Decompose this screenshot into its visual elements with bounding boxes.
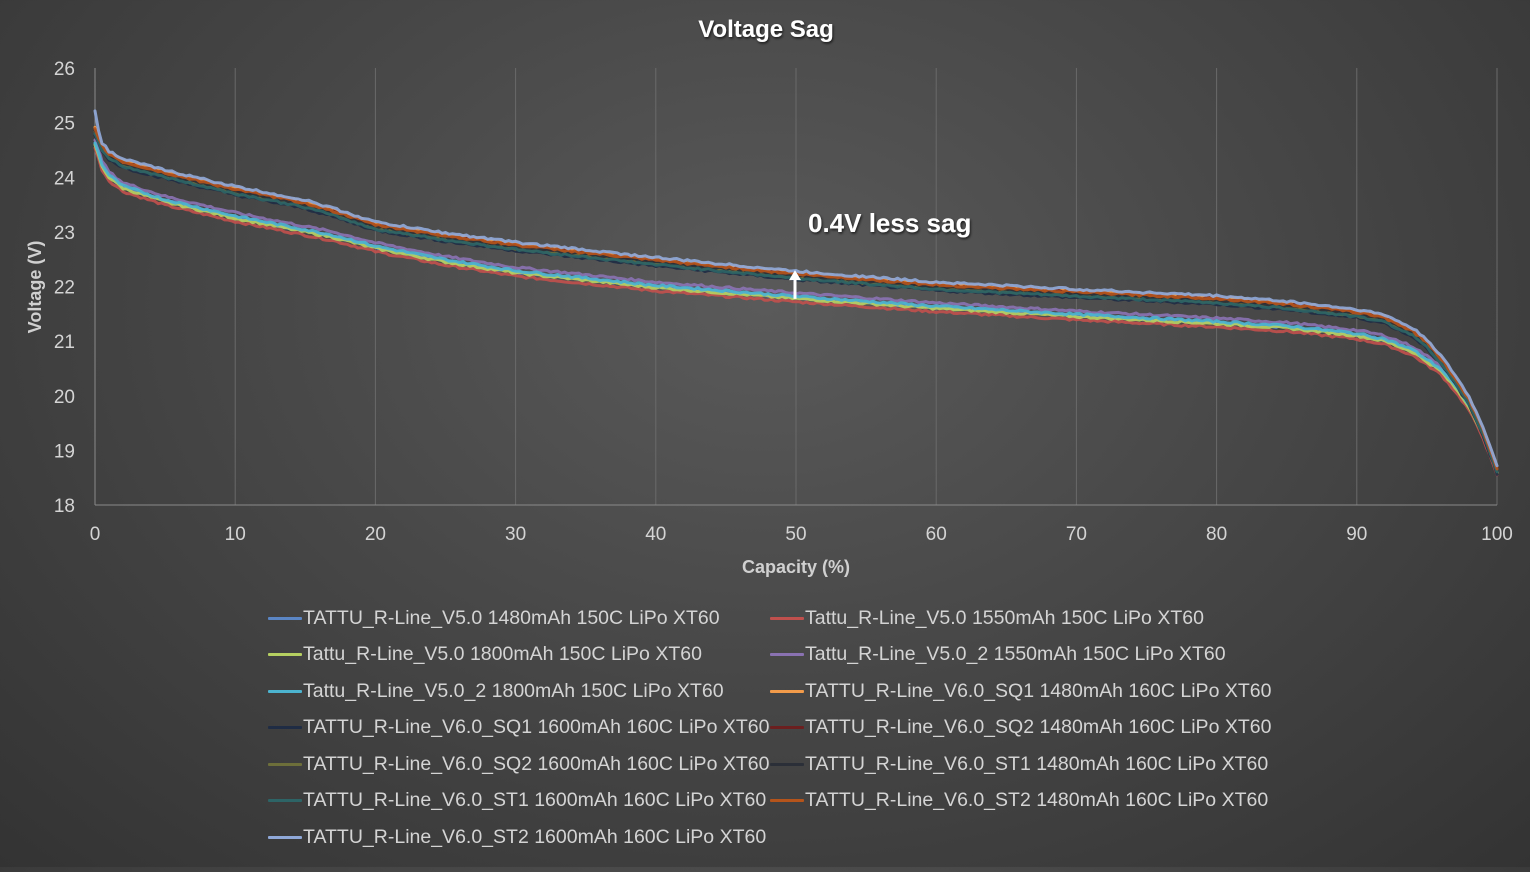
x-tick-label: 70 — [1066, 524, 1087, 545]
chart-title: Voltage Sag — [698, 16, 834, 43]
series-line — [93, 146, 1499, 477]
legend-item: TATTU_R-Line_V6.0_ST2 1600mAh 160C LiPo … — [268, 819, 770, 856]
legend-swatch — [268, 653, 302, 657]
legend-label: Tattu_R-Line_V5.0_2 1800mAh 150C LiPo XT… — [303, 679, 724, 702]
legend-item: TATTU_R-Line_V6.0_ST1 1480mAh 160C LiPo … — [770, 746, 1290, 783]
x-tick-label: 10 — [225, 524, 246, 545]
gridlines — [94, 68, 1498, 505]
legend-swatch — [770, 689, 804, 693]
x-tick-label: 20 — [365, 524, 386, 545]
x-tick-label: 80 — [1206, 524, 1227, 545]
legend-swatch — [268, 799, 302, 803]
y-tick-label: 18 — [54, 496, 75, 517]
legend-swatch — [770, 726, 804, 730]
legend-item: TATTU_R-Line_V6.0_ST2 1480mAh 160C LiPo … — [770, 783, 1290, 820]
legend-label: TATTU_R-Line_V6.0_SQ1 1600mAh 160C LiPo … — [303, 716, 770, 739]
legend-label: Tattu_R-Line_V5.0 1550mAh 150C LiPo XT60 — [805, 606, 1204, 629]
y-tick-label: 23 — [54, 223, 75, 244]
x-tick-label: 50 — [785, 524, 806, 545]
annotation-label: 0.4V less sag — [808, 208, 971, 238]
y-axis-label: Voltage (V) — [25, 241, 45, 334]
chart-legend: TATTU_R-Line_V5.0 1480mAh 150C LiPo XT60… — [268, 600, 1308, 856]
y-tick-label: 26 — [54, 59, 75, 80]
legend-swatch — [268, 835, 302, 839]
axes: 18 19 20 21 22 23 24 25 26 0 10 20 30 40 50 60 70 80 90 100 — [54, 59, 1513, 545]
legend-item: TATTU_R-Line_V6.0_SQ1 1480mAh 160C LiPo … — [770, 673, 1290, 710]
legend-label: TATTU_R-Line_V6.0_SQ1 1480mAh 160C LiPo … — [805, 679, 1272, 702]
legend-item: Tattu_R-Line_V5.0_2 1550mAh 150C LiPo XT… — [770, 637, 1290, 674]
legend-item: Tattu_R-Line_V5.0 1550mAh 150C LiPo XT60 — [770, 600, 1290, 637]
x-axis-label: Capacity (%) — [742, 557, 850, 577]
y-tick-label: 20 — [54, 387, 75, 408]
x-tick-label: 60 — [926, 524, 947, 545]
x-tick-label: 40 — [645, 524, 666, 545]
legend-swatch — [770, 799, 804, 803]
legend-swatch — [268, 726, 302, 730]
legend-swatch — [268, 762, 302, 766]
y-tick-label: 25 — [54, 114, 75, 135]
legend-swatch — [770, 653, 804, 657]
y-tick-label: 24 — [54, 168, 76, 189]
legend-swatch — [770, 762, 804, 766]
legend-label: TATTU_R-Line_V6.0_SQ2 1480mAh 160C LiPo … — [805, 716, 1272, 739]
x-tick-label: 100 — [1481, 524, 1513, 545]
legend-item: Tattu_R-Line_V5.0 1800mAh 150C LiPo XT60 — [268, 637, 770, 674]
annotation: 0.4V less sag — [789, 208, 971, 299]
series-line — [93, 109, 1499, 468]
legend-swatch — [770, 616, 804, 620]
y-tick-label: 19 — [54, 441, 75, 462]
legend-swatch — [268, 616, 302, 620]
x-tick-label: 90 — [1346, 524, 1367, 545]
y-tick-label: 22 — [54, 278, 75, 299]
y-tick-label: 21 — [54, 332, 75, 353]
x-tick-label: 0 — [90, 524, 101, 545]
legend-label: TATTU_R-Line_V6.0_ST1 1480mAh 160C LiPo … — [805, 752, 1269, 775]
legend-label: TATTU_R-Line_V6.0_ST1 1600mAh 160C LiPo … — [303, 789, 767, 812]
legend-item: TATTU_R-Line_V6.0_SQ2 1480mAh 160C LiPo … — [770, 710, 1290, 747]
legend-label: TATTU_R-Line_V6.0_ST2 1480mAh 160C LiPo … — [805, 789, 1269, 812]
legend-item: TATTU_R-Line_V6.0_ST1 1600mAh 160C LiPo … — [268, 783, 770, 820]
legend-label: TATTU_R-Line_V5.0 1480mAh 150C LiPo XT60 — [303, 606, 720, 629]
legend-item: TATTU_R-Line_V5.0 1480mAh 150C LiPo XT60 — [268, 600, 770, 637]
legend-label: TATTU_R-Line_V6.0_SQ2 1600mAh 160C LiPo … — [303, 752, 770, 775]
legend-item: TATTU_R-Line_V6.0_SQ1 1600mAh 160C LiPo … — [268, 710, 770, 747]
legend-label: TATTU_R-Line_V6.0_ST2 1600mAh 160C LiPo … — [303, 825, 767, 848]
legend-item: TATTU_R-Line_V6.0_SQ2 1600mAh 160C LiPo … — [268, 746, 770, 783]
annotation-arrow-head — [789, 270, 801, 281]
legend-swatch — [268, 689, 302, 693]
legend-label: Tattu_R-Line_V5.0_2 1550mAh 150C LiPo XT… — [805, 643, 1226, 666]
legend-label: Tattu_R-Line_V5.0 1800mAh 150C LiPo XT60 — [303, 643, 702, 666]
x-tick-label: 30 — [505, 524, 526, 545]
legend-item: Tattu_R-Line_V5.0_2 1800mAh 150C LiPo XT… — [268, 673, 770, 710]
